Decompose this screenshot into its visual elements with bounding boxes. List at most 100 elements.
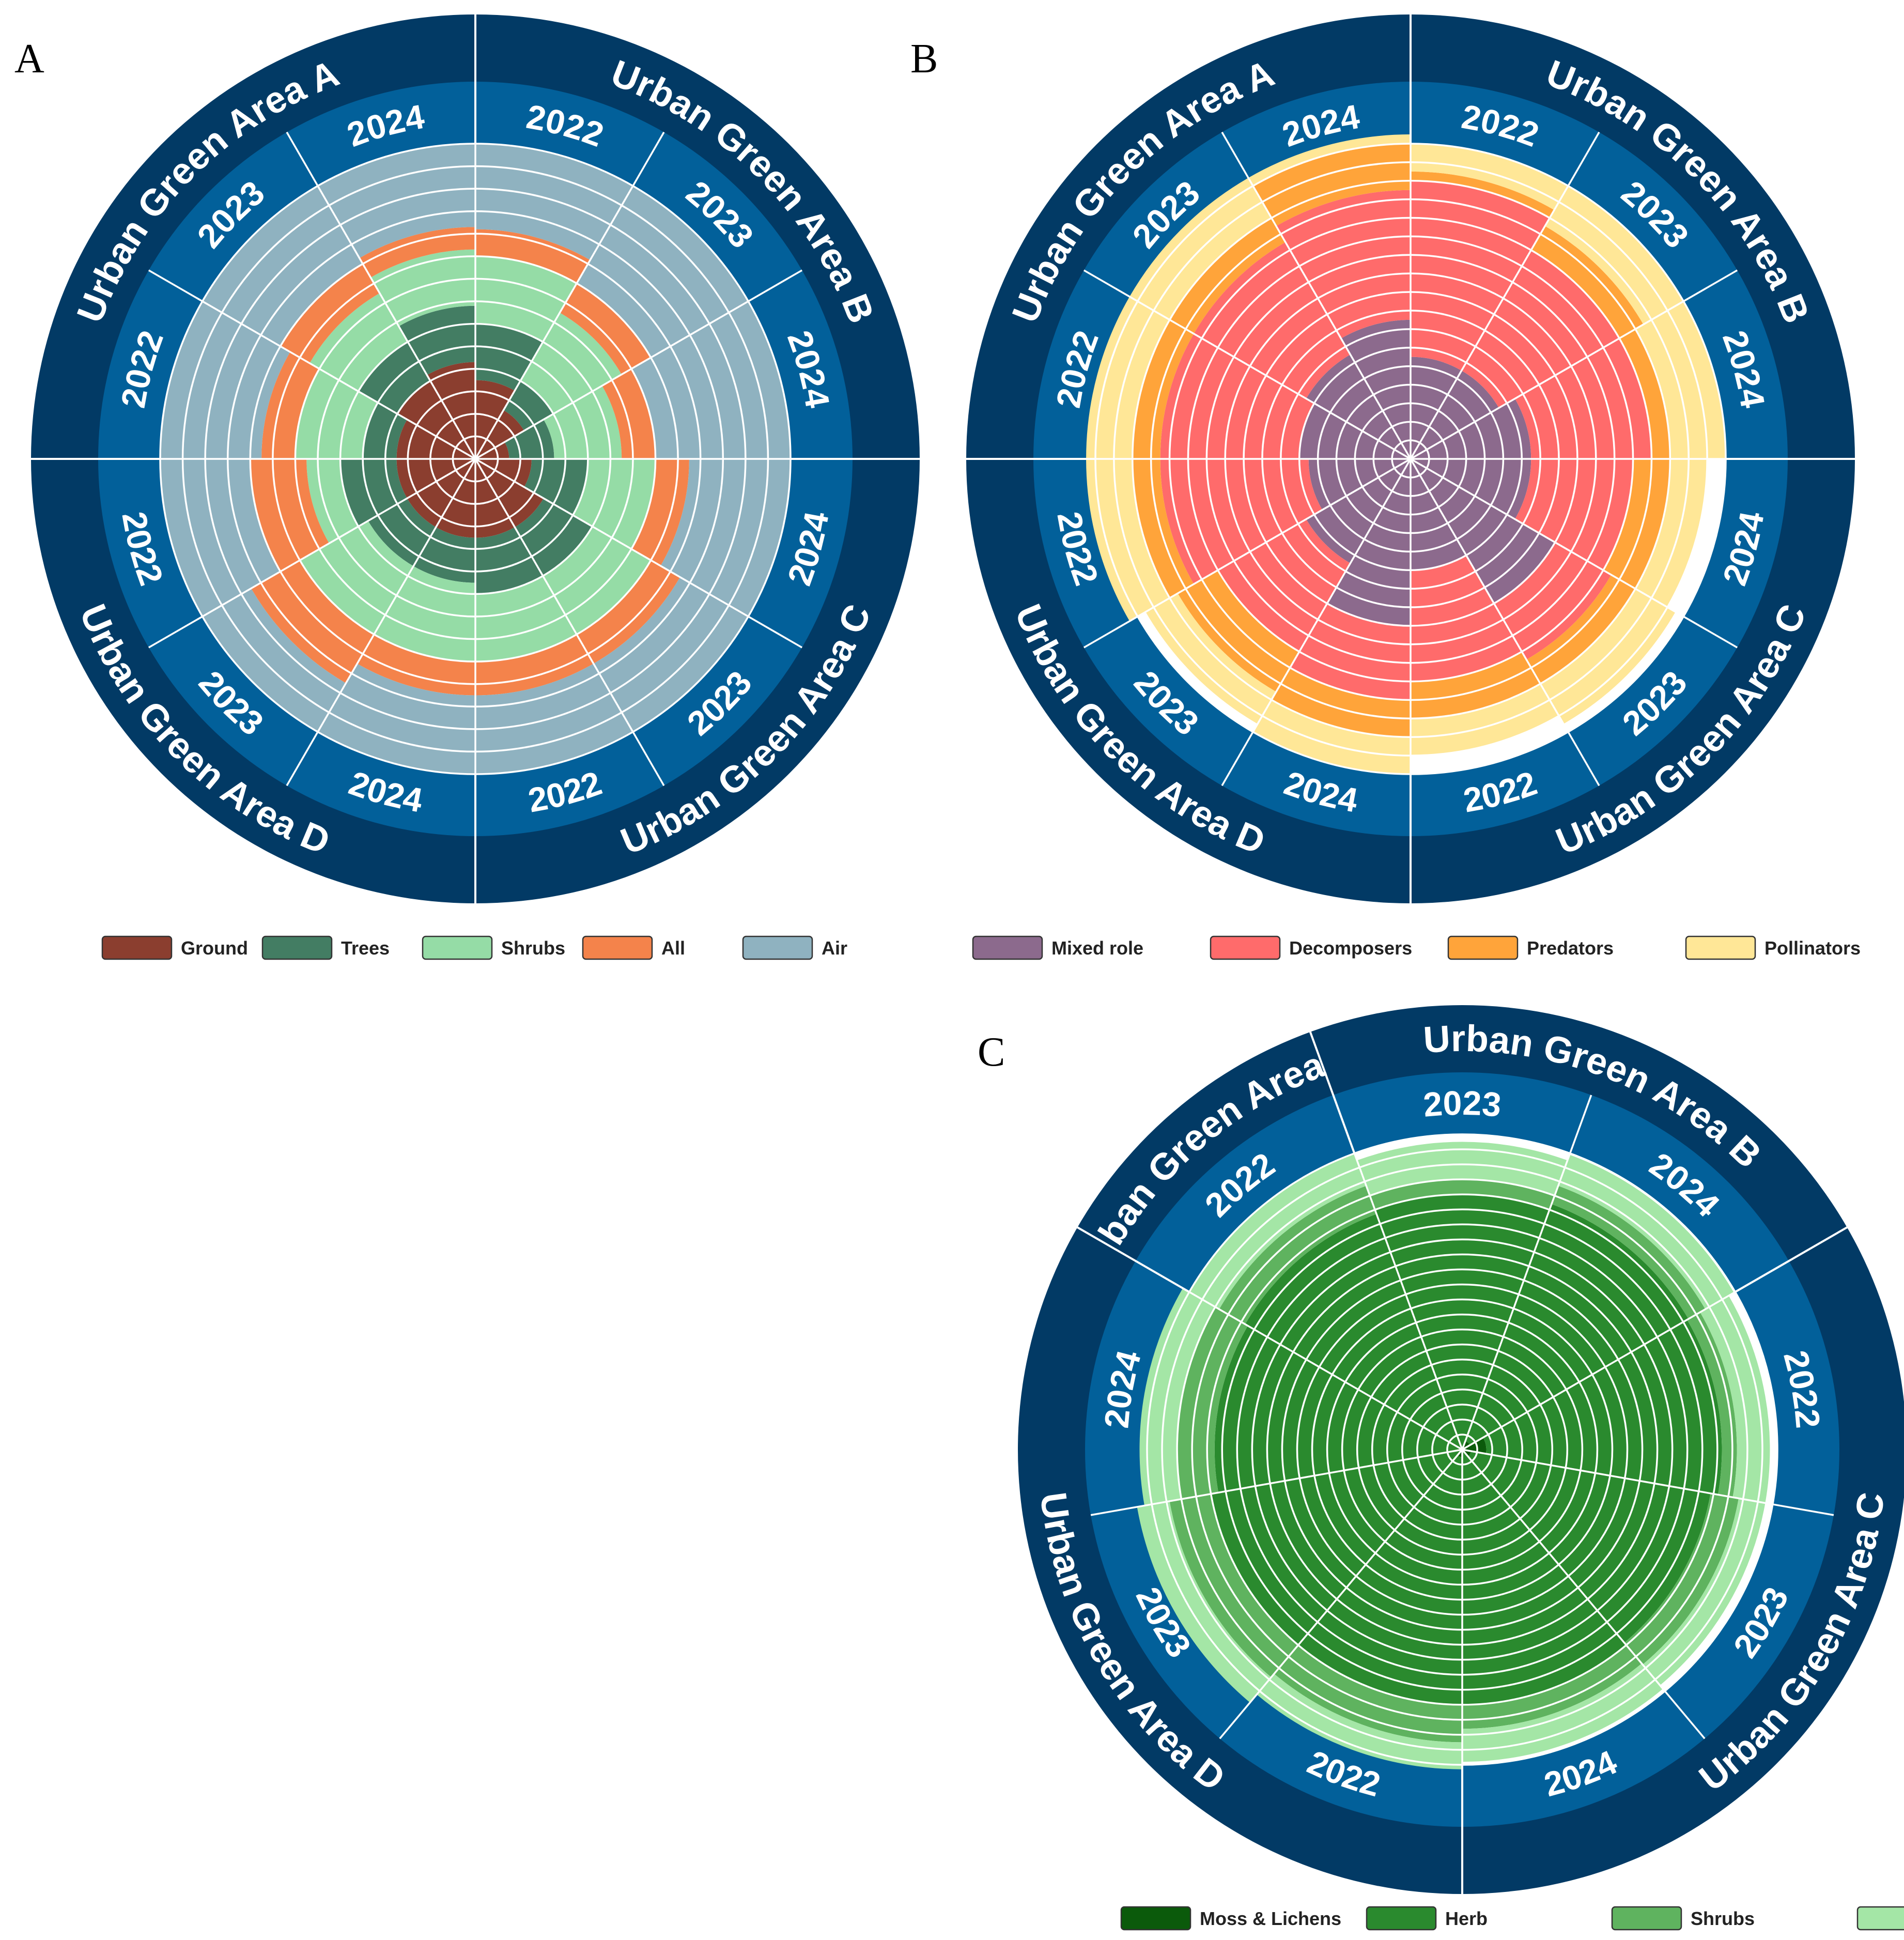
bar-trees-urban-green-area-b-2022 bbox=[475, 324, 543, 391]
area-divider bbox=[1076, 1226, 1190, 1293]
bar-herb-urban-green-area-d-2024 bbox=[1214, 1326, 1460, 1493]
grid-spoke bbox=[1083, 269, 1411, 460]
legend-label-shrubs: Shrubs bbox=[1691, 1908, 1755, 1929]
bar-pollinators-urban-green-area-a-2022 bbox=[1086, 297, 1170, 459]
grid-spoke bbox=[474, 131, 665, 459]
bar-mixed-role-urban-green-area-d-2022 bbox=[1308, 459, 1411, 510]
bar-shrubs-urban-green-area-d-2023 bbox=[1169, 1494, 1298, 1677]
grid-spoke bbox=[148, 269, 476, 460]
grid-spoke bbox=[475, 269, 803, 460]
legend-swatch-shrubs bbox=[1611, 1906, 1682, 1931]
bar-decomposers-urban-green-area-b-2023 bbox=[1461, 250, 1619, 408]
bar-decomposers-urban-green-area-b-2022 bbox=[1411, 180, 1550, 371]
area-divider bbox=[1735, 1226, 1849, 1293]
grid-spoke bbox=[1462, 1260, 1790, 1451]
panel-a-chart: 2022202320242024202320222024202320222022… bbox=[30, 13, 921, 904]
grid-spoke bbox=[286, 131, 476, 459]
panel-a-label: A bbox=[14, 36, 44, 82]
panel-b-legend: Mixed role Decomposers Predators Pollinator… bbox=[972, 935, 1861, 960]
bar-ground-urban-green-area-c-2023 bbox=[475, 459, 544, 528]
bar-all-urban-green-area-d-2022 bbox=[250, 459, 329, 572]
grid-spoke bbox=[1090, 1449, 1463, 1516]
legend-swatch-mixed-role bbox=[972, 935, 1043, 960]
bar-mixed-role-urban-green-area-c-2023 bbox=[1411, 459, 1555, 604]
legend-swatch-all bbox=[582, 935, 653, 960]
grid-spoke bbox=[1461, 1095, 1592, 1450]
bar-all-urban-green-area-b-2023 bbox=[560, 283, 651, 375]
bar-all-urban-green-area-c-2023 bbox=[577, 560, 680, 664]
bar-ground-urban-green-area-d-2023 bbox=[407, 459, 475, 528]
panel-c-legend: Moss & LichensHerbShrubsTree bbox=[1120, 1906, 1904, 1931]
bar-herb-urban-green-area-c-2022 bbox=[1483, 1319, 1722, 1495]
bar-all-urban-green-area-d-2023 bbox=[251, 560, 374, 683]
panel-b-chart: 2022202320242024202320222024202320222022… bbox=[965, 13, 1856, 904]
bar-air-urban-green-area-b-2022 bbox=[475, 144, 633, 260]
bar-decomposers-urban-green-area-a-2022 bbox=[1160, 333, 1314, 459]
legend-swatch-herb bbox=[1366, 1906, 1437, 1931]
legend-swatch-moss-lichens bbox=[1120, 1906, 1191, 1931]
bar-shrubs-urban-green-area-b-2024 bbox=[1551, 1185, 1706, 1319]
grid-spoke bbox=[1410, 269, 1738, 460]
legend-label-ground: Ground bbox=[181, 937, 248, 959]
panel-b-label: B bbox=[910, 36, 938, 82]
bar-decomposers-urban-green-area-d-2022 bbox=[1160, 459, 1323, 584]
bar-trees-urban-green-area-a-2023 bbox=[358, 342, 430, 414]
legend-swatch-shrubs bbox=[422, 935, 493, 960]
grid-spoke bbox=[286, 458, 476, 787]
bar-ground-urban-green-area-b-2023 bbox=[475, 410, 524, 459]
bar-predators-urban-green-area-b-2022 bbox=[1411, 171, 1555, 218]
grid-spoke bbox=[1219, 1449, 1463, 1739]
grid-spoke bbox=[1410, 131, 1600, 459]
bar-decomposers-urban-green-area-c-2024 bbox=[1514, 459, 1633, 571]
bar-tree-urban-green-area-d-2024 bbox=[1139, 1288, 1216, 1506]
legend-swatch-air bbox=[742, 935, 813, 960]
bar-all-urban-green-area-c-2022 bbox=[475, 634, 594, 696]
bar-trees-urban-green-area-d-2022 bbox=[340, 459, 407, 527]
legend-label-decomposers: Decomposers bbox=[1289, 937, 1412, 959]
bar-shrubs-urban-green-area-a-2023 bbox=[309, 293, 408, 392]
bar-herb-urban-green-area-b-2024 bbox=[1465, 1204, 1689, 1445]
bar-mixed-role-urban-green-area-c-2024 bbox=[1411, 459, 1531, 519]
legend-label-predators: Predators bbox=[1527, 937, 1614, 959]
bar-trees-urban-green-area-b-2023 bbox=[503, 381, 553, 431]
grid-spoke bbox=[1135, 1260, 1463, 1451]
bar-predators-urban-green-area-b-2023 bbox=[1531, 226, 1644, 338]
bar-air-urban-green-area-d-2022 bbox=[160, 459, 281, 617]
grid-spoke bbox=[148, 458, 476, 649]
bar-pollinators-urban-green-area-a-2024 bbox=[1248, 134, 1411, 186]
bar-all-urban-green-area-a-2022 bbox=[261, 352, 320, 459]
bar-tree-urban-green-area-c-2024 bbox=[1462, 1663, 1663, 1762]
bar-air-urban-green-area-d-2023 bbox=[202, 588, 346, 732]
grid-spoke bbox=[1221, 458, 1412, 787]
bar-mixed-role-urban-green-area-a-2024 bbox=[1341, 319, 1411, 459]
bar-trees-urban-green-area-c-2024 bbox=[524, 459, 588, 515]
grid-spoke bbox=[1410, 458, 1600, 787]
bar-pollinators-urban-green-area-d-2023 bbox=[1146, 593, 1276, 724]
bar-predators-urban-green-area-c-2022 bbox=[1411, 651, 1541, 719]
legend-label-mixed-role: Mixed role bbox=[1051, 937, 1143, 959]
bar-pollinators-urban-green-area-d-2022 bbox=[1086, 459, 1170, 621]
bar-decomposers-urban-green-area-c-2023 bbox=[1494, 542, 1612, 660]
legend-label-shrubs: Shrubs bbox=[501, 937, 565, 959]
bar-predators-urban-green-area-c-2024 bbox=[1603, 459, 1670, 589]
bar-pollinators-urban-green-area-c-2023 bbox=[1540, 589, 1676, 724]
legend-label-pollinators: Pollinators bbox=[1764, 937, 1861, 959]
bar-trees-urban-green-area-c-2022 bbox=[475, 527, 543, 594]
bar-predators-urban-green-area-d-2024 bbox=[1271, 667, 1411, 737]
legend-label-trees: Trees bbox=[341, 937, 390, 959]
bar-air-urban-green-area-b-2023 bbox=[577, 186, 749, 358]
bar-mixed-role-urban-green-area-b-2024 bbox=[1411, 398, 1531, 459]
bar-decomposers-urban-green-area-a-2023 bbox=[1194, 242, 1351, 399]
grid-spoke bbox=[1461, 1449, 1706, 1739]
bar-shrubs-urban-green-area-c-2023 bbox=[543, 526, 651, 635]
legend-swatch-decomposers bbox=[1210, 935, 1281, 960]
legend-label-herb: Herb bbox=[1445, 1908, 1488, 1929]
bar-tree-urban-green-area-c-2022 bbox=[1700, 1296, 1770, 1503]
legend-swatch-predators bbox=[1447, 935, 1519, 960]
grid-spoke bbox=[1410, 458, 1738, 649]
bar-shrubs-urban-green-area-d-2024 bbox=[1177, 1307, 1248, 1499]
bar-all-urban-green-area-a-2023 bbox=[280, 264, 380, 363]
grid-spoke bbox=[1221, 131, 1412, 459]
bar-pollinators-urban-green-area-d-2024 bbox=[1253, 700, 1411, 774]
